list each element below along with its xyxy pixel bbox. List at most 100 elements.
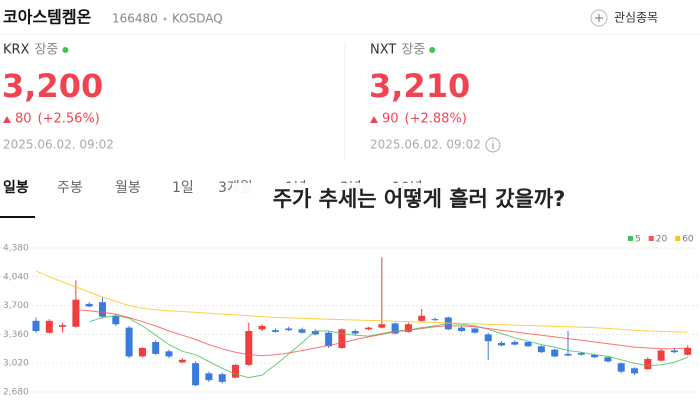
stock-name: 코아스템켐온 [3, 8, 92, 27]
candle-body [498, 342, 505, 346]
price-panel: NXT 장중 3,210 90 (+2.88%) 2025.06.02. 09:02 [369, 43, 501, 153]
candle-body [471, 328, 479, 333]
period-tab[interactable]: 일봉 [3, 180, 29, 196]
separator-dot [163, 17, 167, 21]
candle-body [431, 319, 439, 321]
y-tick-label: 4,040 [3, 272, 29, 282]
period-tab[interactable]: 주봉 [57, 180, 83, 196]
candle-body [418, 315, 426, 321]
watch-label: 관심종목 [614, 11, 658, 25]
change: 80 [15, 112, 32, 127]
legend-label: 60 [682, 235, 694, 245]
legend-swatch [648, 236, 654, 241]
stock-market: KOSDAQ [172, 12, 223, 26]
candle-body [458, 327, 466, 332]
candle-body [99, 302, 106, 317]
candle-body [192, 363, 200, 386]
price: 3,210 [369, 67, 470, 105]
watch-button[interactable]: 관심종목 [590, 9, 658, 27]
overlay-text: 주가 추세는 어떻게 흘러 갔을까? [273, 187, 566, 211]
chart: 4,380 4,040 3,700 3,360 3,020 2,680 5 20 60 [0, 235, 700, 398]
up-triangle [370, 116, 378, 123]
watch-plus [595, 14, 603, 22]
market-label: NXT [370, 43, 396, 58]
candle-body [152, 342, 160, 354]
market-status: 장중 [401, 43, 425, 58]
candle-body [670, 350, 678, 353]
candle-body [351, 331, 359, 334]
candle-body [657, 350, 665, 361]
candle-body [524, 342, 532, 347]
up-triangle [3, 116, 11, 123]
candle-body [138, 347, 146, 357]
status-dot [62, 47, 69, 53]
status-dot [429, 47, 436, 53]
candle-body [564, 353, 572, 356]
candle-body [125, 327, 133, 357]
candle-body [178, 359, 186, 363]
candle-body [365, 327, 372, 330]
period-tab[interactable]: 월봉 [115, 180, 141, 196]
candle-body [245, 331, 253, 365]
candle-body [325, 332, 333, 347]
candle-body [32, 320, 40, 332]
timestamp: 2025.06.02. 09:02 [370, 138, 481, 152]
watch-icon [590, 9, 608, 27]
y-tick-label: 3,700 [3, 301, 29, 311]
candle-body [205, 373, 213, 381]
candle-body [511, 342, 519, 345]
candle-body [378, 324, 386, 328]
candle-body [232, 364, 239, 378]
y-tick-label: 3,360 [3, 330, 29, 340]
candle-body [271, 330, 279, 332]
candle-body [45, 320, 53, 333]
period-tab[interactable]: 1일 [172, 180, 194, 196]
candle-body [604, 357, 612, 362]
legend-label: 20 [656, 235, 668, 245]
candle-body [218, 374, 226, 382]
candle-body [85, 303, 93, 307]
market-label: KRX [3, 43, 30, 58]
candle-body [165, 351, 173, 357]
candle-body [644, 358, 652, 370]
price: 3,200 [2, 67, 103, 105]
candle-body [72, 299, 80, 327]
candle-body [537, 346, 545, 353]
change-pct: (+2.88%) [405, 112, 467, 127]
timestamp: 2025.06.02. 09:02 [3, 138, 114, 152]
moving-average-line [35, 270, 688, 333]
candle-body [311, 331, 319, 335]
legend-swatch [675, 236, 681, 241]
candle-body [617, 363, 625, 372]
candle-body [391, 323, 399, 334]
candle-body [112, 315, 120, 325]
moving-average-line [75, 309, 688, 357]
change: 90 [382, 112, 399, 127]
price-panel: KRX 장중 3,200 80 (+2.56%) 2025.06.02. 09:02 [2, 43, 114, 152]
legend-label: 5 [635, 235, 641, 245]
candle-body [258, 325, 266, 330]
y-tick-label: 3,020 [3, 359, 29, 369]
legend-swatch [628, 236, 633, 241]
overlay-bg [232, 183, 606, 217]
moving-average-line [89, 315, 688, 379]
candle-body [298, 329, 306, 333]
candle-body [285, 328, 293, 331]
y-tick-label: 4,380 [3, 244, 29, 254]
candle-body [551, 349, 559, 357]
candle-body [684, 347, 692, 355]
candle-body [577, 353, 585, 355]
candle-body [404, 324, 412, 332]
y-tick-label: 2,680 [3, 388, 29, 398]
candle-body [591, 354, 599, 358]
stock-code: 166480 [112, 12, 158, 26]
info-icon [485, 137, 501, 153]
candle-body [631, 368, 638, 374]
candle-body [338, 329, 346, 348]
candle-body [59, 325, 67, 327]
market-status: 장중 [34, 43, 58, 58]
change-pct: (+2.56%) [38, 112, 100, 127]
candle-body [484, 334, 492, 342]
